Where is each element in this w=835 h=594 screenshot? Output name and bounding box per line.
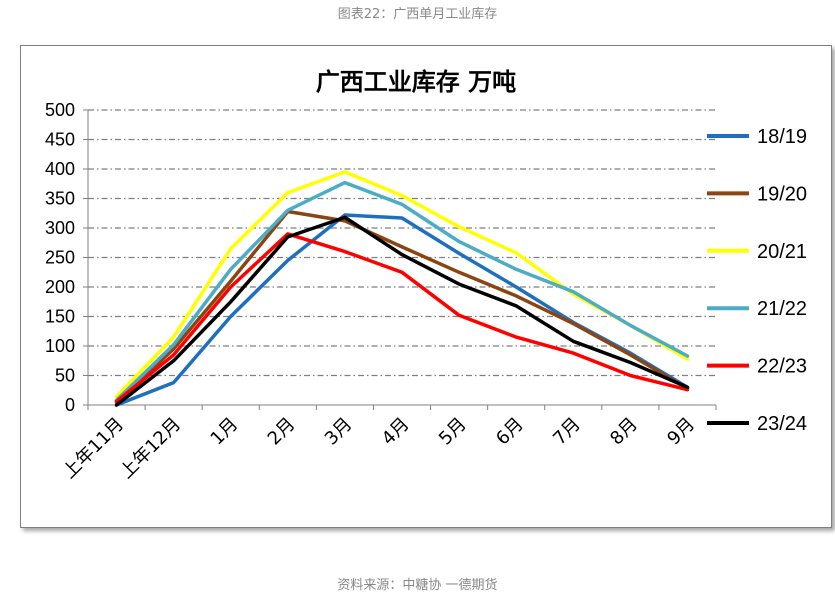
series-line-23-24 <box>114 215 690 407</box>
source-caption: 资料来源：中糖协 一德期货 <box>337 578 498 593</box>
legend-label: 19/20 <box>757 183 807 205</box>
y-tick-label: 350 <box>45 189 75 209</box>
series-line-22-23 <box>114 232 690 404</box>
x-tick-label: 2月 <box>264 414 300 450</box>
y-tick-label: 200 <box>45 277 75 297</box>
series-lines <box>114 170 690 407</box>
y-tick-label: 0 <box>65 395 75 415</box>
legend-label: 18/19 <box>757 126 807 148</box>
y-tick-label: 100 <box>45 336 75 356</box>
grid-lines <box>88 109 716 377</box>
chart-title: 广西工业库存 万吨 <box>316 68 516 96</box>
x-tick-label: 4月 <box>378 414 414 450</box>
x-tick-label: 3月 <box>321 414 357 450</box>
x-tick-label: 1月 <box>207 414 243 450</box>
y-tick-label: 250 <box>45 248 75 268</box>
y-tick-label: 500 <box>45 100 75 120</box>
x-tick-label: 9月 <box>663 414 699 450</box>
legend-label: 21/22 <box>757 298 807 320</box>
legend-label: 22/23 <box>757 356 807 378</box>
y-tick-label: 50 <box>55 366 75 386</box>
series-line-21-22 <box>114 180 690 403</box>
y-tick-label: 150 <box>45 307 75 327</box>
x-tick-label: 上年12月 <box>116 414 185 483</box>
legend: 18/19 19/20 20/21 21/22 22/23 23/24 <box>707 126 807 435</box>
x-tick-label: 7月 <box>549 414 585 450</box>
x-tick-label: 6月 <box>492 414 528 450</box>
axes <box>83 109 717 410</box>
y-axis-ticks: 0 50 100 150 200 250 300 350 400 450 500 <box>45 100 75 415</box>
x-tick-label: 5月 <box>435 414 471 450</box>
legend-label: 20/21 <box>757 241 807 263</box>
figure-caption: 图表22：广西单月工业库存 <box>337 7 498 22</box>
legend-label: 23/24 <box>757 413 807 435</box>
y-tick-label: 300 <box>45 218 75 238</box>
y-tick-label: 450 <box>45 130 75 150</box>
x-tick-label: 8月 <box>606 414 642 450</box>
series-line-19-20 <box>114 209 690 404</box>
y-tick-label: 400 <box>45 159 75 179</box>
x-tick-label: 上年11月 <box>59 414 128 483</box>
